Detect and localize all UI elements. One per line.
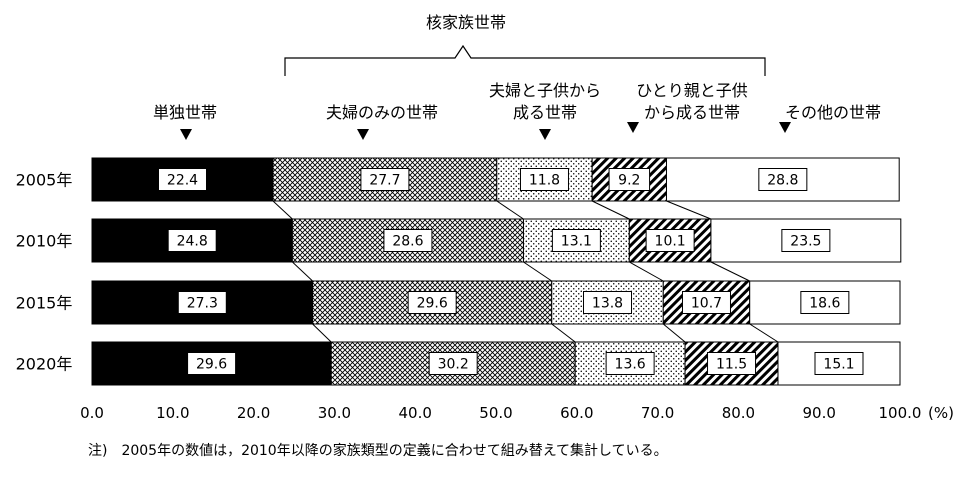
value-label-box	[814, 352, 864, 375]
x-tick-label: 80.0	[722, 404, 755, 422]
value-label: 10.1	[655, 234, 686, 250]
legend-label: ひとり親と子供	[636, 81, 748, 100]
connector-line	[551, 323, 576, 343]
connector-line	[749, 323, 779, 343]
legend-marker	[627, 122, 639, 133]
x-tick-label: 40.0	[398, 404, 431, 422]
bar-segment	[749, 280, 901, 325]
value-label: 27.7	[369, 173, 400, 189]
legend-label: から成る世帯	[644, 103, 740, 122]
value-label-box	[157, 168, 207, 191]
value-label: 30.2	[438, 357, 469, 373]
group-bracket	[284, 44, 766, 76]
footnote: 注) 2005年の数値は，2010年以降の家族類型の定義に合わせて組み替えて集計…	[88, 443, 668, 459]
value-label: 18.6	[809, 296, 840, 312]
value-label: 23.5	[790, 234, 821, 250]
category-label: 2015年	[16, 294, 73, 313]
value-label-box	[645, 229, 695, 252]
value-label: 24.8	[177, 234, 208, 250]
value-label-box	[407, 291, 457, 314]
legend-label: 夫婦のみの世帯	[326, 103, 438, 122]
value-label: 13.6	[615, 357, 646, 373]
value-label: 28.8	[767, 173, 798, 189]
value-label-box	[360, 168, 410, 191]
category-label: 2010年	[16, 232, 73, 251]
legend-label: 単独世帯	[153, 103, 217, 122]
x-unit-label: (%)	[928, 404, 954, 422]
legend-marker	[779, 122, 791, 133]
category-label: 2005年	[16, 171, 73, 190]
value-label: 22.4	[167, 173, 198, 189]
x-tick-label: 60.0	[560, 404, 593, 422]
value-label-box	[519, 168, 569, 191]
value-label: 29.6	[417, 296, 448, 312]
value-label-box	[177, 291, 227, 314]
legend-label: 夫婦と子供から	[489, 81, 601, 100]
value-label: 29.6	[196, 357, 227, 373]
value-label: 11.5	[716, 357, 747, 373]
value-label-box	[551, 229, 601, 252]
legend-marker	[357, 129, 369, 140]
legend-label: その他の世帯	[785, 103, 881, 122]
value-label: 10.7	[691, 296, 722, 312]
connector-line	[292, 261, 313, 282]
value-label-box	[428, 352, 478, 375]
category-label: 2020年	[16, 355, 73, 374]
value-label-box	[781, 229, 831, 252]
value-label-box	[383, 229, 433, 252]
connector-line	[312, 323, 332, 343]
connector-line	[666, 200, 712, 220]
value-label-box	[187, 352, 237, 375]
x-tick-label: 70.0	[641, 404, 674, 422]
value-label-box	[583, 291, 633, 314]
value-label: 27.3	[187, 296, 218, 312]
value-label-box	[707, 352, 757, 375]
x-tick-label: 90.0	[802, 404, 835, 422]
value-label: 9.2	[618, 173, 640, 189]
value-label: 13.1	[561, 234, 592, 250]
x-tick-label: 50.0	[479, 404, 512, 422]
legend-marker	[539, 129, 551, 140]
connector-line	[523, 261, 553, 282]
bar-segment	[662, 280, 751, 325]
x-tick-label: 0.0	[80, 404, 104, 422]
value-label: 28.6	[392, 234, 423, 250]
value-label-box	[167, 229, 217, 252]
x-tick-label: 10.0	[156, 404, 189, 422]
value-label-box	[681, 291, 731, 314]
legend-label: 成る世帯	[513, 103, 577, 122]
value-label-box	[758, 168, 808, 191]
bar-segment	[522, 218, 630, 263]
x-tick-label: 20.0	[237, 404, 270, 422]
connector-line	[496, 200, 524, 220]
connector-line	[710, 261, 750, 282]
value-label: 15.1	[823, 357, 854, 373]
x-tick-label: 100.0	[879, 404, 922, 422]
value-label: 13.8	[592, 296, 623, 312]
group-label: 核家族世帯	[426, 13, 506, 32]
x-tick-label: 30.0	[318, 404, 351, 422]
connector-line	[629, 261, 664, 282]
legend-marker	[180, 129, 192, 140]
connector-line	[662, 323, 686, 343]
value-label-box	[605, 352, 655, 375]
value-label-box	[608, 168, 651, 191]
connector-line	[272, 200, 293, 220]
value-label-box	[800, 291, 850, 314]
value-label: 11.8	[529, 173, 560, 189]
connector-line	[591, 200, 630, 220]
